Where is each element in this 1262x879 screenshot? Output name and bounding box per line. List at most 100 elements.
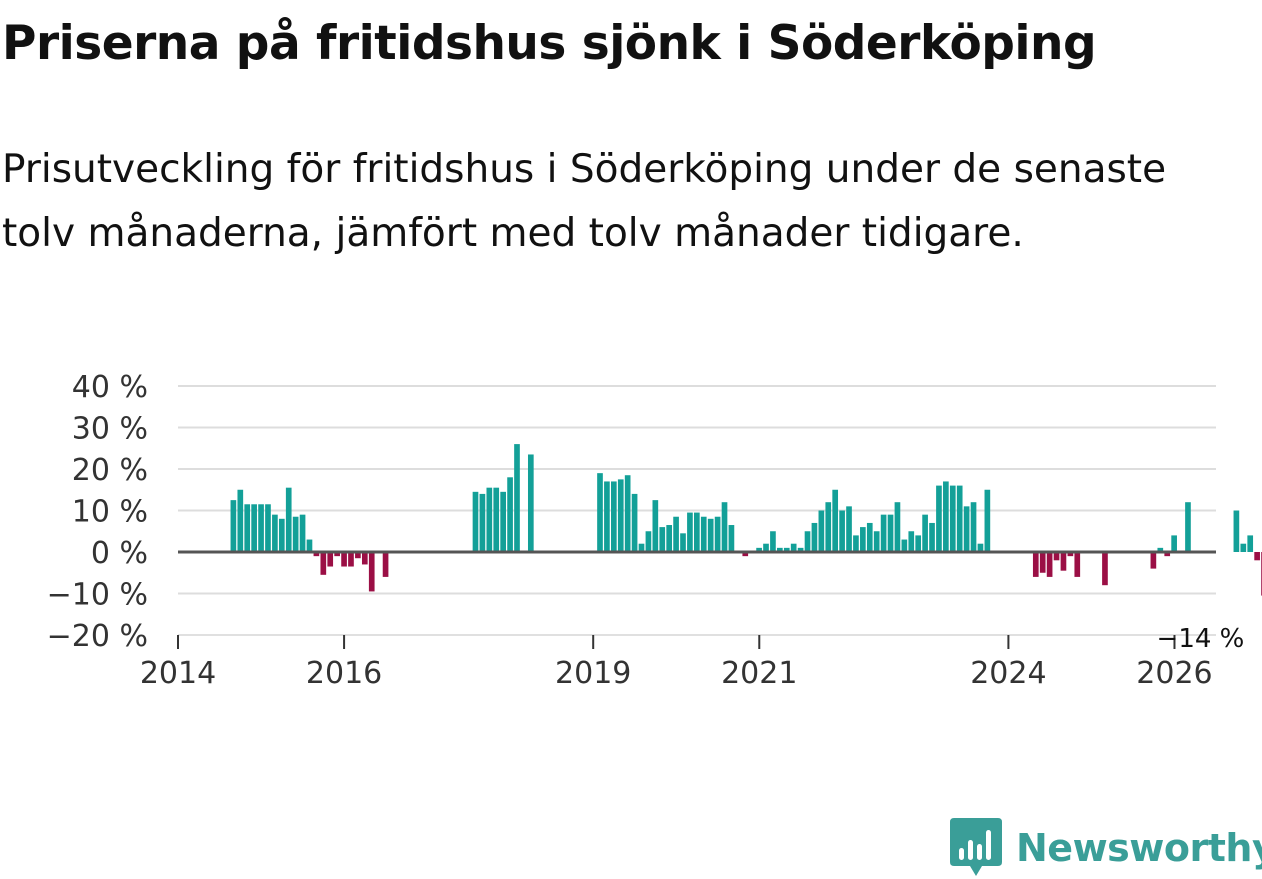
bar <box>292 516 299 552</box>
bar <box>611 481 617 552</box>
bar <box>1032 552 1039 577</box>
bar <box>887 514 894 552</box>
y-tick-label: 10 % <box>72 495 148 530</box>
bar <box>299 514 306 552</box>
bar <box>493 487 500 552</box>
bar <box>631 493 638 552</box>
bar <box>272 514 278 552</box>
bar <box>306 539 313 552</box>
bar <box>742 552 749 557</box>
bar <box>507 477 513 552</box>
bar <box>1074 552 1081 577</box>
bar <box>1067 552 1074 557</box>
bar <box>666 525 673 552</box>
y-tick-label: −20 % <box>47 619 148 654</box>
bar <box>1150 552 1157 569</box>
y-tick-label: 0 % <box>91 536 148 571</box>
bar <box>514 444 520 552</box>
bar <box>818 510 825 552</box>
bar <box>382 552 389 577</box>
y-axis: −20 % −10 % 0 % 10 % 20 % 30 % 40 % <box>47 370 148 654</box>
bars <box>230 444 1262 596</box>
bar <box>1157 547 1164 552</box>
bar <box>479 493 486 552</box>
bar <box>700 516 707 552</box>
bar <box>811 522 818 552</box>
bar <box>687 512 693 552</box>
bar <box>486 487 493 552</box>
bar <box>285 487 292 552</box>
bar <box>880 514 887 552</box>
bar <box>894 502 901 552</box>
bar <box>846 506 852 552</box>
bar <box>1046 552 1053 577</box>
y-tick-label: −10 % <box>47 578 148 613</box>
bar <box>334 552 340 557</box>
bar <box>714 516 721 552</box>
bar-chart: −20 %−10 %0 %10 %20 %30 %40 % 2014 2016 20… <box>47 370 1262 691</box>
bar <box>1247 535 1254 552</box>
x-tick-label: 2014 <box>140 656 216 691</box>
bar <box>915 535 922 552</box>
bar <box>866 522 873 552</box>
bar <box>783 547 790 552</box>
x-tick-label: 2024 <box>970 656 1046 691</box>
bar <box>804 531 811 552</box>
bar <box>368 552 375 592</box>
y-tick-label: 20 % <box>72 453 148 488</box>
bar <box>728 525 735 552</box>
annotations: −14 % <box>1157 624 1245 654</box>
bar <box>825 502 832 552</box>
bar <box>756 547 762 552</box>
bar <box>327 552 334 567</box>
bar <box>839 510 845 552</box>
bar <box>853 535 859 552</box>
bar <box>1039 552 1046 573</box>
bar <box>652 500 659 553</box>
bar <box>680 533 686 552</box>
bar <box>929 522 935 552</box>
x-tick-label: 2016 <box>306 656 382 691</box>
bar <box>597 473 603 552</box>
bar <box>1102 552 1108 586</box>
bar <box>265 504 271 552</box>
bar <box>258 504 264 552</box>
bar <box>1060 552 1067 571</box>
bar <box>1240 543 1247 552</box>
bar <box>361 552 368 565</box>
bar <box>251 504 257 552</box>
bar <box>645 531 652 552</box>
bar <box>313 552 320 557</box>
bar <box>908 531 915 552</box>
bar <box>244 504 251 552</box>
bar <box>1254 552 1260 561</box>
x-tick-label: 2021 <box>721 656 797 691</box>
bar <box>673 516 679 552</box>
bar <box>707 518 714 552</box>
last-value-label: −14 % <box>1157 624 1245 654</box>
bar <box>963 506 970 552</box>
bar <box>348 552 354 567</box>
bar <box>763 543 769 552</box>
bar <box>355 552 361 559</box>
brand-name: Newsworthy <box>1016 826 1262 870</box>
bar <box>694 512 700 552</box>
newsworthy-logo-icon <box>950 818 1002 876</box>
bar <box>860 527 866 552</box>
bar <box>970 502 977 552</box>
bar <box>721 502 728 552</box>
bar <box>617 479 624 553</box>
bar <box>237 489 244 552</box>
bar <box>604 481 610 552</box>
bar <box>341 552 347 567</box>
bar <box>1053 552 1060 561</box>
bar <box>901 539 908 552</box>
bar <box>797 547 804 552</box>
bar <box>956 485 963 552</box>
bar <box>949 485 956 552</box>
bar <box>638 543 645 552</box>
bar <box>1164 552 1171 557</box>
x-axis: 2014 2016 2019 2021 2024 2026 <box>140 634 1216 691</box>
grid-lines <box>178 385 1216 636</box>
page-title: Priserna på fritidshus sjönk i Söderköpi… <box>2 16 1097 71</box>
